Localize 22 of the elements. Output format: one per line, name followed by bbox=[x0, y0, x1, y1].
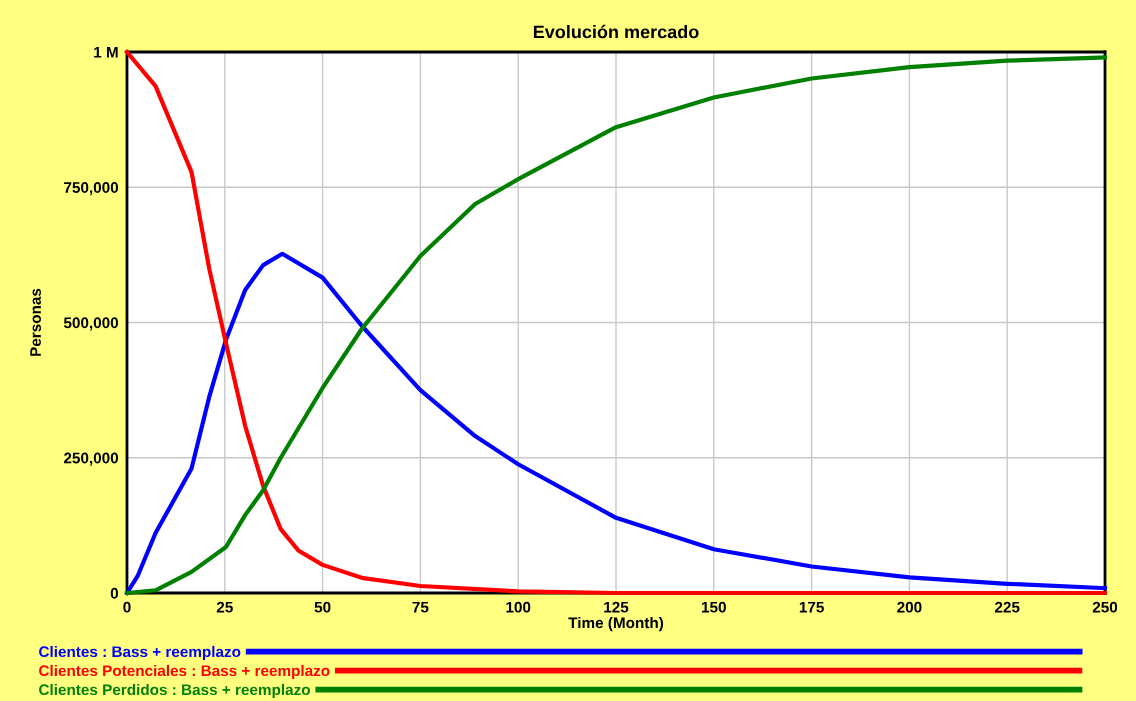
text: Clientes : Bass + reemplazo bbox=[39, 645, 241, 661]
x-tick-label: 175 bbox=[799, 601, 824, 613]
x-tick-label: 50 bbox=[314, 601, 331, 613]
x-tick-label: 100 bbox=[506, 601, 531, 613]
y-tick-label: 750,000 bbox=[64, 182, 119, 196]
y-tick-label: 500,000 bbox=[63, 317, 119, 331]
y-tick-label: 1 M bbox=[94, 47, 118, 58]
x-tick-label: 200 bbox=[897, 601, 922, 613]
x-tick-label: 225 bbox=[994, 601, 1020, 613]
x-tick-label: 75 bbox=[412, 601, 429, 613]
x-axis-title: Time (Month) bbox=[568, 616, 664, 632]
text: Clientes Potenciales : Bass + reemplazo bbox=[39, 664, 330, 680]
y-tick-label: 0 bbox=[110, 587, 119, 599]
x-tick-label: 125 bbox=[604, 601, 629, 613]
x-tick-label: 25 bbox=[216, 601, 233, 613]
x-tick-label: 250 bbox=[1092, 601, 1118, 613]
text: Clientes Perdidos : Bass + reemplazo bbox=[39, 683, 310, 699]
y-tick-label: 250,000 bbox=[63, 452, 119, 466]
y-axis-title: Personas bbox=[30, 288, 41, 356]
x-tick-label: 150 bbox=[702, 601, 726, 613]
chart-title: Evolución mercado bbox=[533, 24, 699, 39]
x-tick-label: 0 bbox=[123, 601, 131, 613]
